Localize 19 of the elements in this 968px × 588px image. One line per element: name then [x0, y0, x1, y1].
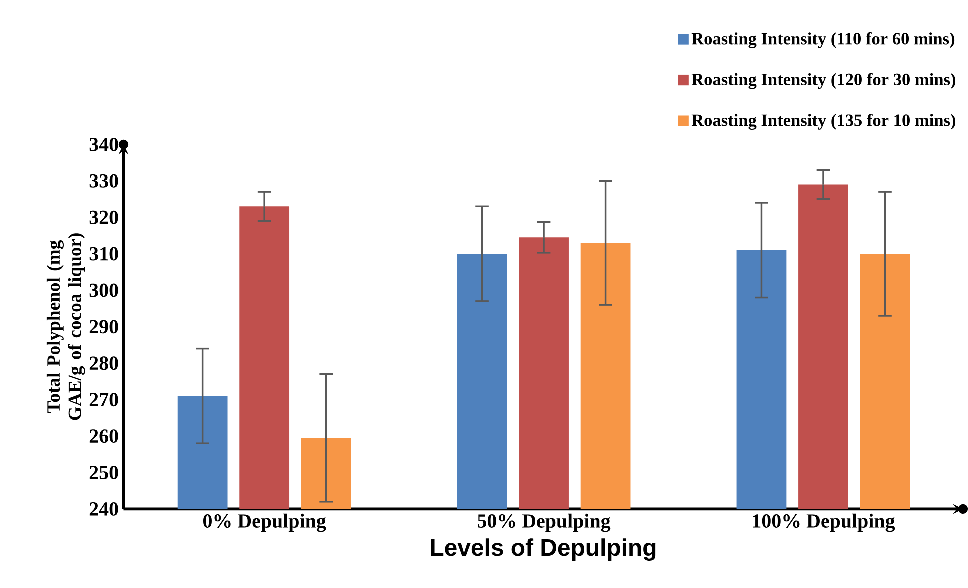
y-tick-label: 250 — [90, 466, 118, 480]
x-axis-title: Levels of Depulping — [431, 538, 656, 562]
x-tick-label: 50% Depulping — [478, 514, 611, 532]
y-tick-label: 300 — [90, 284, 118, 298]
legend-label: Roasting Intensity (135 for 10 mins) — [692, 114, 956, 130]
y-tick-label: 330 — [90, 174, 118, 188]
y-tick-label: 310 — [90, 247, 118, 261]
y-tick-label: 280 — [90, 356, 118, 370]
legend-label: Roasting Intensity (110 for 60 mins) — [692, 32, 955, 49]
x-tick-label: 0% Depulping — [204, 514, 326, 532]
y-tick-label: 240 — [90, 502, 118, 516]
y-tick-label: 260 — [90, 430, 118, 444]
y-axis-title: Total Polyphenol (mg GAE/g of cocoa liquor) — [46, 234, 86, 420]
legend-label: Roasting Intensity (120 for 30 mins) — [692, 73, 956, 90]
y-tick-label: 270 — [90, 393, 118, 407]
y-tick-label: 340 — [90, 138, 118, 152]
x-tick-label: 100% Depulping — [753, 514, 896, 532]
y-tick-label: 320 — [90, 210, 118, 224]
y-tick-label: 290 — [90, 320, 118, 334]
